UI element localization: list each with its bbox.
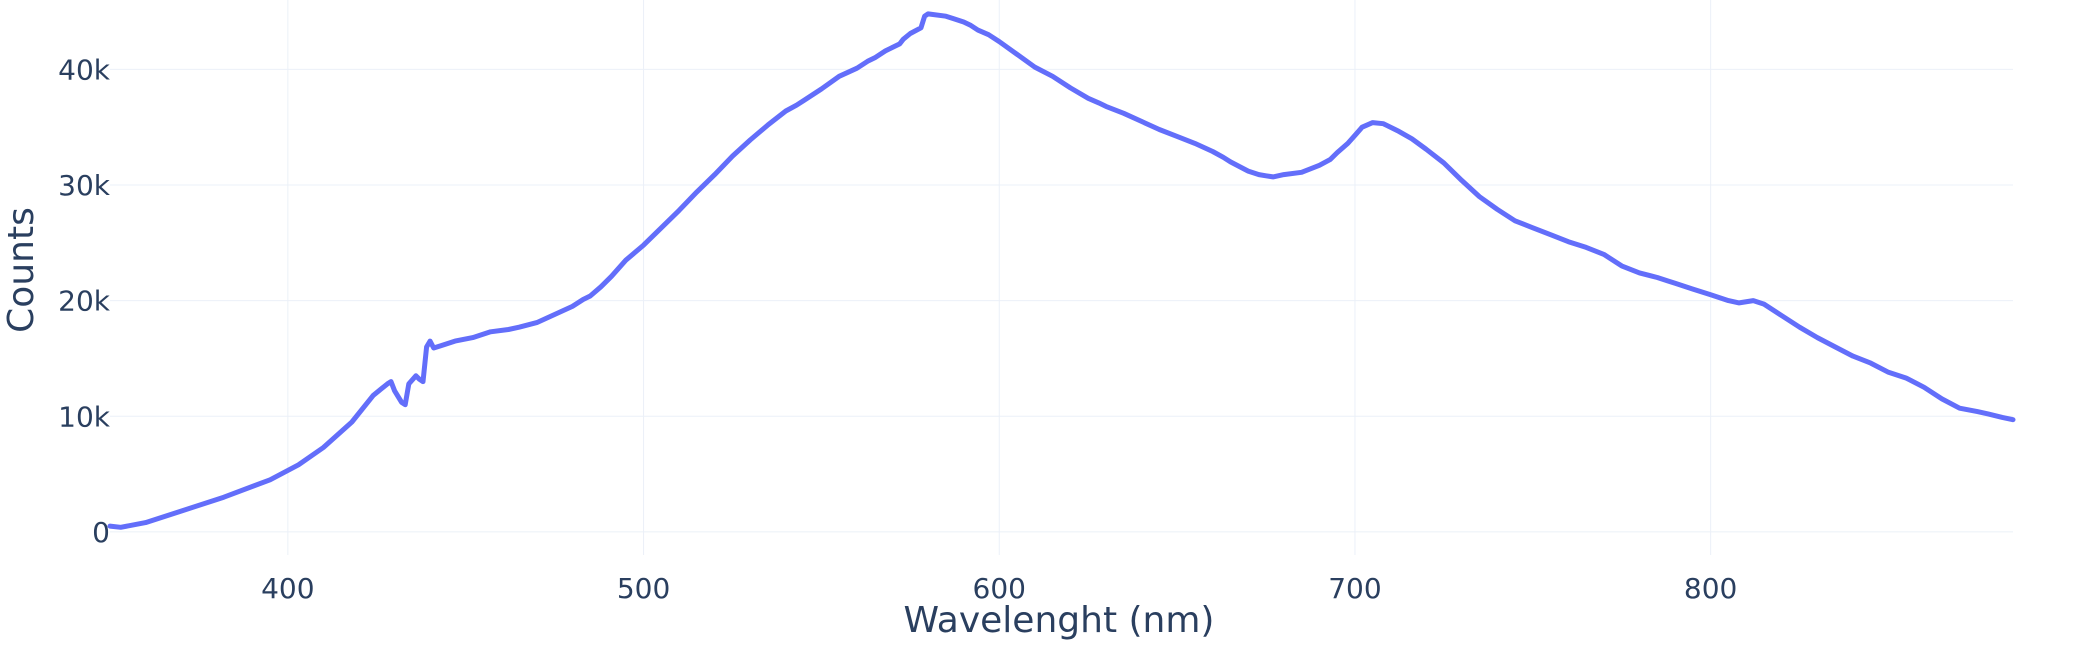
y-tick-label: 40k — [58, 53, 111, 86]
y-axis-tick-labels: 0 10k 20k 30k 40k — [58, 53, 111, 549]
x-tick-label: 600 — [973, 572, 1026, 605]
series-line — [107, 11, 2016, 530]
x-axis-tick-labels: 400 500 600 700 800 — [261, 572, 1737, 605]
y-tick-label: 20k — [58, 285, 111, 318]
x-tick-label: 500 — [617, 572, 670, 605]
y-tick-label: 10k — [58, 400, 111, 433]
series-layer — [107, 11, 2016, 530]
x-axis-title: Wavelenght (nm) — [904, 600, 1215, 641]
x-tick-label: 800 — [1684, 572, 1737, 605]
y-tick-label: 0 — [92, 516, 110, 549]
vertical-gridlines — [287, 0, 1712, 555]
horizontal-gridlines — [110, 68, 2013, 533]
y-axis-title: Counts — [1, 207, 42, 333]
x-tick-label: 700 — [1328, 572, 1381, 605]
x-tick-label: 400 — [261, 572, 314, 605]
y-tick-label: 30k — [58, 169, 111, 202]
